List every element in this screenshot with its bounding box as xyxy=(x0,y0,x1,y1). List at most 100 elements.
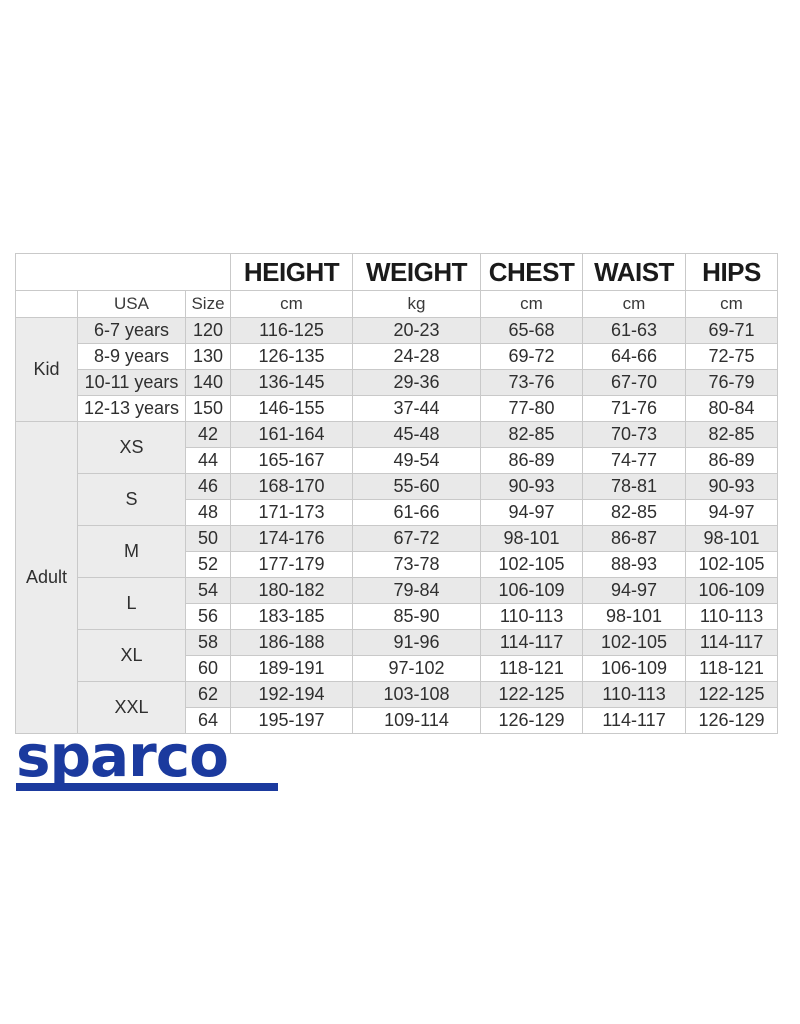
table-row: 12-13 years 150 146-155 37-44 77-80 71-76 80-8… xyxy=(16,395,779,422)
cell-waist: 82-85 xyxy=(582,499,687,526)
cell-hips: 86-89 xyxy=(685,447,779,474)
cell-waist: 114-117 xyxy=(582,707,687,734)
unit-blank-cell xyxy=(15,290,78,318)
cell-chest: 86-89 xyxy=(480,447,584,474)
cell-weight: 29-36 xyxy=(352,369,482,396)
column-unit-weight-unit: kg xyxy=(352,290,482,318)
header-blank-cell xyxy=(14,253,232,291)
cell-weight: 109-114 xyxy=(352,707,482,734)
cell-weight: 55-60 xyxy=(352,473,482,500)
cell-chest: 126-129 xyxy=(480,707,584,734)
table-row: 10-11 years 140 136-145 29-36 73-76 67-70 76-7… xyxy=(16,369,779,396)
cell-size: 58 xyxy=(184,629,232,656)
cell-usa: 8-9 years xyxy=(77,343,186,370)
table-row: S 46 168-170 55-60 90-93 78-81 90-93 xyxy=(16,473,779,526)
cell-chest: 122-125 xyxy=(480,681,584,708)
cell-size: 130 xyxy=(184,343,232,370)
cell-waist: 64-66 xyxy=(582,343,687,370)
cell-waist: 70-73 xyxy=(582,421,687,448)
table-row: Adult XS 42 161-164 45-48 82-85 70-73 82-85 xyxy=(15,421,779,734)
cell-height: 183-185 xyxy=(230,603,354,630)
column-unit-waist-unit: cm xyxy=(582,290,687,318)
cell-weight: 37-44 xyxy=(352,395,482,422)
cell-hips: 126-129 xyxy=(685,707,779,734)
cell-height: 195-197 xyxy=(230,707,354,734)
column-header-hips: HIPS xyxy=(685,253,779,291)
cell-weight: 79-84 xyxy=(352,577,482,604)
cell-height: 177-179 xyxy=(230,551,354,578)
cell-height: 189-191 xyxy=(230,655,354,682)
column-header-weight: WEIGHT xyxy=(352,253,482,291)
cell-chest: 98-101 xyxy=(480,525,584,552)
cell-hips: 69-71 xyxy=(685,317,779,344)
table-row: L 54 180-182 79-84 106-109 94-97 106-109 xyxy=(16,577,779,630)
cell-hips: 82-85 xyxy=(685,421,779,448)
table-row: 60 189-191 97-102 118-121 106-109 118-121 xyxy=(16,655,779,682)
cell-hips: 102-105 xyxy=(685,551,779,578)
cell-height: 165-167 xyxy=(230,447,354,474)
cell-waist: 94-97 xyxy=(582,577,687,604)
cell-weight: 67-72 xyxy=(352,525,482,552)
cell-size: 56 xyxy=(184,603,232,630)
cell-size: 50 xyxy=(184,525,232,552)
column-unit-size: Size xyxy=(184,290,232,318)
column-unit-chest-unit: cm xyxy=(480,290,584,318)
cell-height: 168-170 xyxy=(230,473,354,500)
table-row: 44 165-167 49-54 86-89 74-77 86-89 xyxy=(16,447,779,474)
table-row: XXL 62 192-194 103-108 122-125 110-113 122-125 xyxy=(16,681,779,734)
cell-chest: 94-97 xyxy=(480,499,584,526)
table-row: 48 171-173 61-66 94-97 82-85 94-97 xyxy=(16,499,779,526)
cell-chest: 77-80 xyxy=(480,395,584,422)
cell-chest: 82-85 xyxy=(480,421,584,448)
sparco-logo: sparco xyxy=(16,722,286,792)
cell-size: 140 xyxy=(184,369,232,396)
sparco-underbar xyxy=(16,783,278,791)
cell-height: 171-173 xyxy=(230,499,354,526)
size-label-xl: XL xyxy=(77,629,186,682)
cell-height: 126-135 xyxy=(230,343,354,370)
cell-weight: 45-48 xyxy=(352,421,482,448)
cell-height: 174-176 xyxy=(230,525,354,552)
cell-waist: 106-109 xyxy=(582,655,687,682)
cell-hips: 106-109 xyxy=(685,577,779,604)
cell-waist: 88-93 xyxy=(582,551,687,578)
cell-size: 42 xyxy=(184,421,232,448)
cell-height: 136-145 xyxy=(230,369,354,396)
table-row: 64 195-197 109-114 126-129 114-117 126-129 xyxy=(16,707,779,734)
sparco-wordmark: sparco xyxy=(16,722,229,790)
cell-waist: 78-81 xyxy=(582,473,687,500)
cell-waist: 61-63 xyxy=(582,317,687,344)
cell-size: 48 xyxy=(184,499,232,526)
cell-hips: 72-75 xyxy=(685,343,779,370)
cell-chest: 69-72 xyxy=(480,343,584,370)
cell-hips: 98-101 xyxy=(685,525,779,552)
table-header-row-main: HEIGHT WEIGHT CHEST WAIST HIPS xyxy=(14,253,779,291)
cell-weight: 49-54 xyxy=(352,447,482,474)
cell-size: 150 xyxy=(184,395,232,422)
size-label-xxl: XXL xyxy=(77,681,186,734)
cell-usa: 6-7 years xyxy=(77,317,186,344)
cell-weight: 20-23 xyxy=(352,317,482,344)
cell-weight: 97-102 xyxy=(352,655,482,682)
cell-usa: 12-13 years xyxy=(77,395,186,422)
column-header-height: HEIGHT xyxy=(230,253,354,291)
table-header-row-units: USA Size cm kg cm cm cm xyxy=(15,290,779,318)
cell-hips: 118-121 xyxy=(685,655,779,682)
cell-weight: 103-108 xyxy=(352,681,482,708)
cell-size: 120 xyxy=(184,317,232,344)
size-chart-container: HEIGHT WEIGHT CHEST WAIST HIPS USA Size cm kg cm c… xyxy=(14,253,779,734)
cell-weight: 73-78 xyxy=(352,551,482,578)
cell-hips: 90-93 xyxy=(685,473,779,500)
cell-hips: 76-79 xyxy=(685,369,779,396)
cell-chest: 114-117 xyxy=(480,629,584,656)
table-row: 52 177-179 73-78 102-105 88-93 102-105 xyxy=(16,551,779,578)
cell-height: 161-164 xyxy=(230,421,354,448)
cell-waist: 102-105 xyxy=(582,629,687,656)
size-label-xs: XS xyxy=(77,421,186,474)
cell-chest: 65-68 xyxy=(480,317,584,344)
cell-weight: 24-28 xyxy=(352,343,482,370)
column-header-chest: CHEST xyxy=(480,253,584,291)
cell-height: 116-125 xyxy=(230,317,354,344)
cell-hips: 122-125 xyxy=(685,681,779,708)
table-row: 56 183-185 85-90 110-113 98-101 110-113 xyxy=(16,603,779,630)
